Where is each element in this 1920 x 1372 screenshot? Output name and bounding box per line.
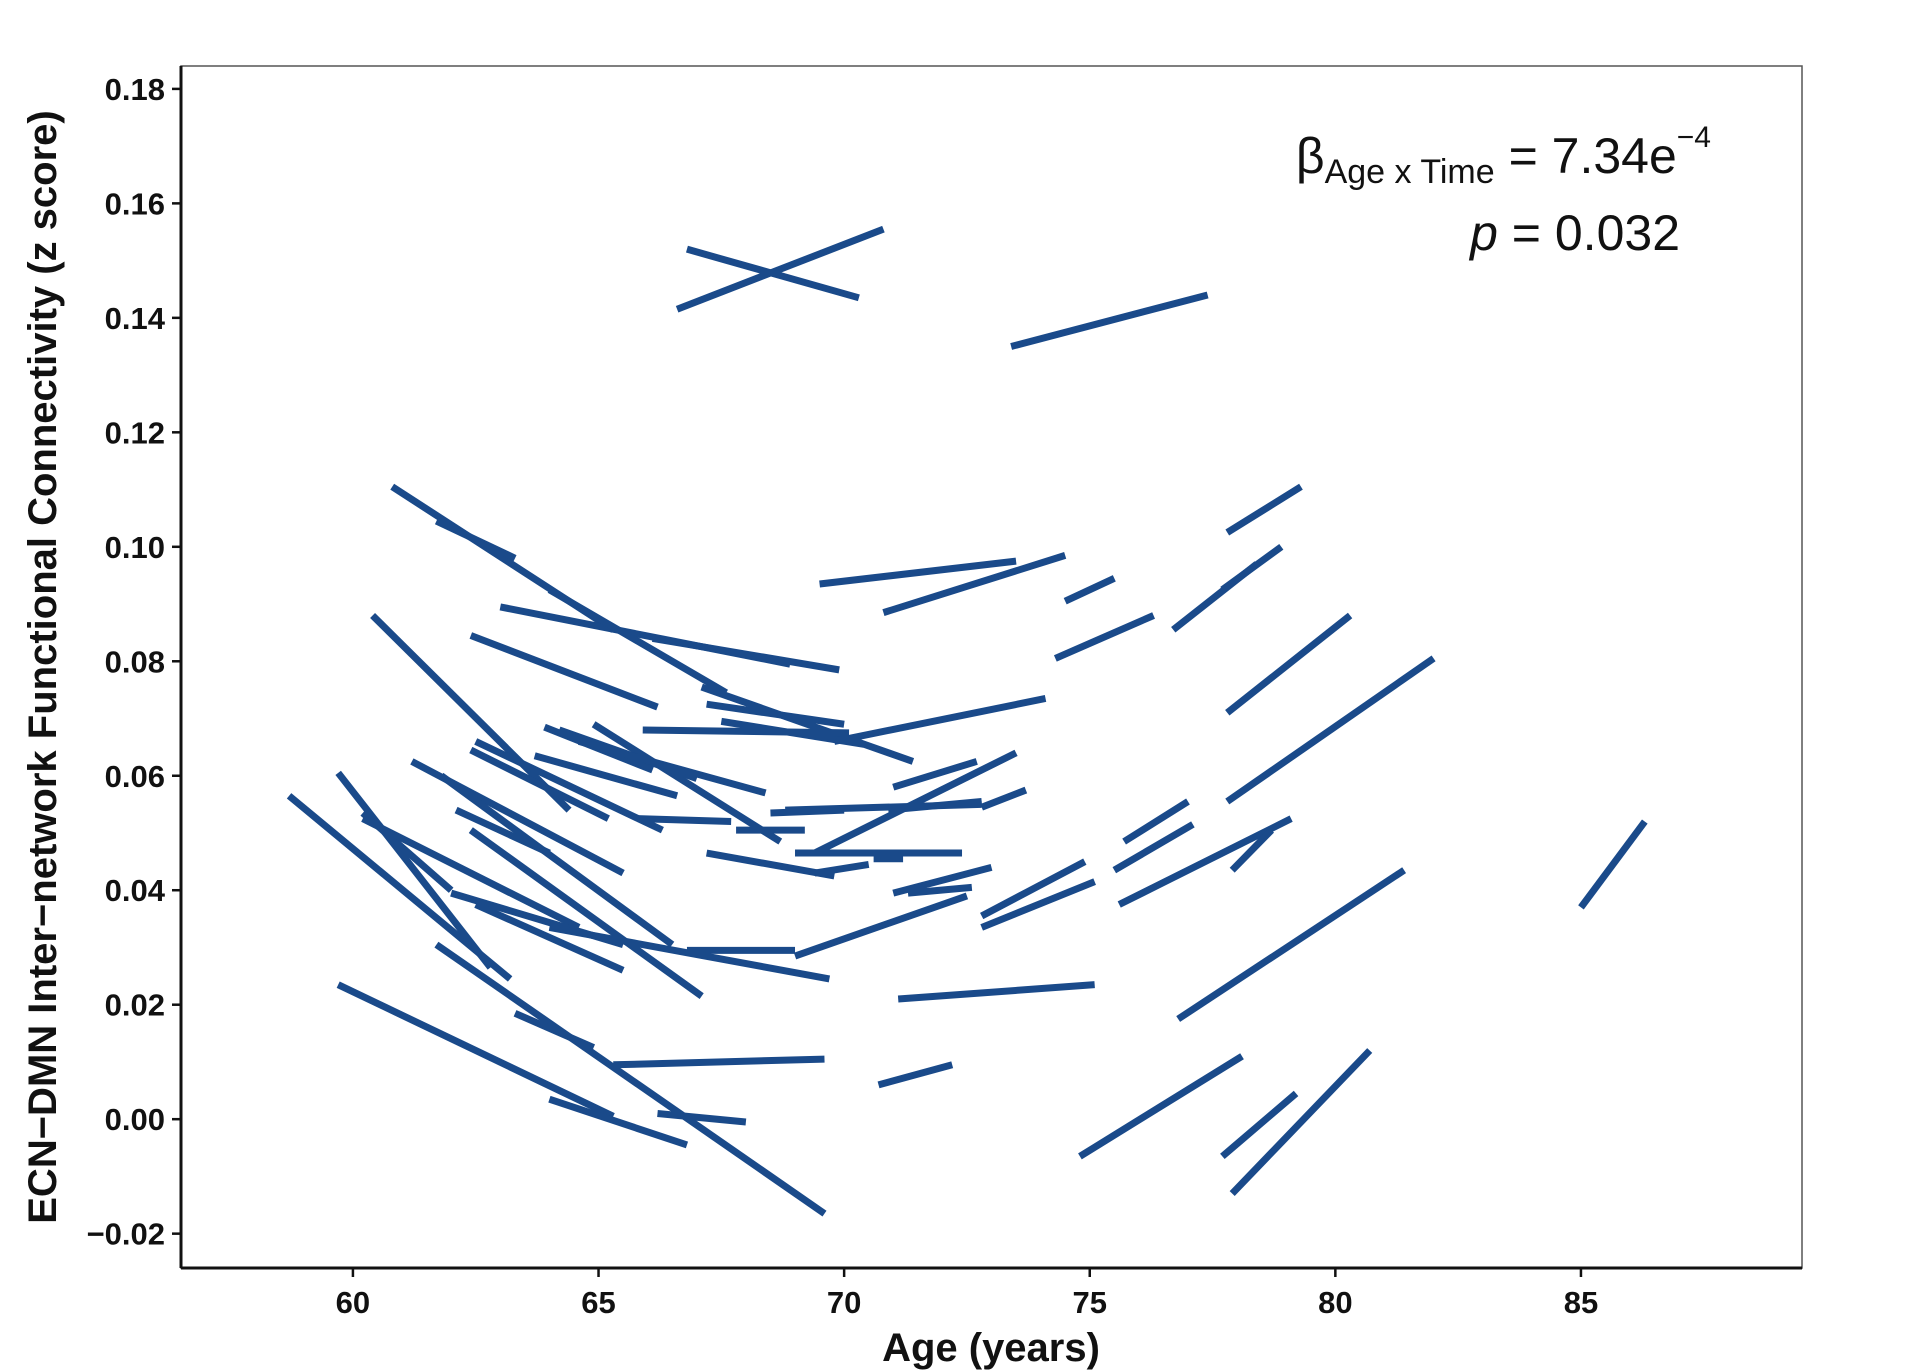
trajectory-segment xyxy=(1122,798,1190,845)
trajectory-segment xyxy=(336,981,615,1120)
y-tick-label: 0.08 xyxy=(105,644,165,679)
trajectory-segment xyxy=(706,700,845,728)
trajectory-segment xyxy=(1117,815,1293,908)
trajectory-segment xyxy=(793,892,969,960)
trajectory-segment xyxy=(613,1055,825,1069)
beta-subscript: Age x Time xyxy=(1325,153,1495,191)
trajectory-segment xyxy=(474,738,664,834)
trajectory-segment xyxy=(980,858,1087,920)
trajectory-segment xyxy=(1225,483,1303,536)
x-tick-label: 75 xyxy=(1073,1285,1107,1320)
trajectory-segment xyxy=(770,806,845,817)
trajectory-segment xyxy=(1063,575,1116,605)
trajectory-segment xyxy=(642,726,850,737)
trajectory-segment xyxy=(637,815,732,826)
trajectory-segment xyxy=(533,752,679,800)
y-tick-label: 0.18 xyxy=(105,72,165,107)
trajectory-segment xyxy=(468,827,704,999)
trajectory-segment xyxy=(685,245,860,302)
trajectory-segment xyxy=(361,815,581,931)
trajectory-segment xyxy=(469,746,610,822)
trajectory-segment xyxy=(907,883,973,897)
trajectory-segment xyxy=(1010,291,1209,350)
trajectory-segment xyxy=(892,758,978,791)
x-axis-title: Age (years) xyxy=(882,1326,1100,1370)
y-tick-label: 0.16 xyxy=(105,186,165,221)
trajectory-segment xyxy=(980,878,1096,931)
trajectory-segment xyxy=(591,721,783,845)
p-symbol: p xyxy=(1468,205,1498,261)
x-tick-label: 85 xyxy=(1564,1285,1598,1320)
y-axis-title: ECN−DMN Inter−network Functional Connect… xyxy=(21,110,65,1224)
x-tick-label: 65 xyxy=(581,1285,615,1320)
trajectory-segment xyxy=(1112,821,1195,874)
trajectory-segment xyxy=(897,981,1095,1003)
p-value: = 0.032 xyxy=(1498,205,1680,261)
x-axis-ticks: 60 65 70 75 80 85 xyxy=(336,1268,1598,1320)
trajectory-segment xyxy=(434,517,517,562)
beta-exponent: −4 xyxy=(1677,121,1711,154)
trajectory-segment xyxy=(1078,1053,1244,1160)
trajectory-segment xyxy=(814,861,870,877)
trajectory-segment xyxy=(882,552,1067,616)
trajectory-segment xyxy=(675,225,885,313)
trajectory-segment xyxy=(1225,612,1353,716)
beta-value: = 7.34e xyxy=(1495,128,1677,184)
x-tick-label: 60 xyxy=(336,1285,370,1320)
trajectory-segment xyxy=(705,849,835,880)
trajectory-segment xyxy=(1225,655,1436,805)
y-tick-label: 0.00 xyxy=(105,1102,165,1137)
trajectory-segment xyxy=(877,1061,954,1089)
trajectory-segment xyxy=(548,1095,689,1149)
trajectory-segment xyxy=(434,941,827,1217)
subject-trajectories xyxy=(286,225,1648,1217)
trajectory-segment xyxy=(1578,819,1648,910)
trajectory-segment xyxy=(370,612,572,813)
beta-symbol: β xyxy=(1296,128,1325,184)
trajectory-segment xyxy=(657,1109,747,1126)
trajectory-segment xyxy=(700,683,915,765)
y-tick-label: −0.02 xyxy=(87,1217,165,1252)
trajectory-segment xyxy=(892,863,993,897)
trajectory-segment xyxy=(1229,827,1274,873)
trajectory-segment xyxy=(548,923,831,983)
trajectory-segment xyxy=(833,695,1047,745)
trajectory-segment xyxy=(980,786,1028,811)
trajectory-segment xyxy=(547,586,729,696)
trajectory-segment xyxy=(651,634,840,674)
trajectory-segment xyxy=(474,901,625,974)
trajectory-segment xyxy=(1220,1090,1299,1160)
svg-text:p = 0.032: p = 0.032 xyxy=(1468,205,1680,261)
trajectory-segment xyxy=(819,557,1017,588)
trajectory-segment xyxy=(513,1010,596,1051)
trajectory-segment xyxy=(1229,1048,1373,1197)
y-tick-label: 0.12 xyxy=(105,415,165,450)
trajectory-segment xyxy=(1053,612,1156,662)
trajectory-segment xyxy=(577,738,767,797)
x-tick-label: 70 xyxy=(827,1285,861,1320)
y-axis-ticks: −0.02 0.00 0.02 0.04 0.06 0.08 0.10 0.12 0.14 0.1… xyxy=(87,72,181,1252)
trajectory-segment xyxy=(335,770,494,970)
x-tick-label: 80 xyxy=(1318,1285,1352,1320)
y-tick-label: 0.06 xyxy=(105,759,165,794)
trajectory-segment xyxy=(439,772,675,948)
trajectory-segment xyxy=(1171,561,1259,633)
annotation: βAge x Time = 7.34e−4 p = 0.032 xyxy=(1296,121,1711,261)
svg-text:βAge x Time = 7.34e−4: βAge x Time = 7.34e−4 xyxy=(1296,121,1711,191)
trajectory-segment xyxy=(1176,867,1407,1022)
y-tick-label: 0.02 xyxy=(105,988,165,1023)
y-tick-label: 0.14 xyxy=(105,301,166,336)
trajectory-segment xyxy=(469,632,659,711)
y-tick-label: 0.04 xyxy=(105,873,166,908)
y-tick-label: 0.10 xyxy=(105,530,165,565)
trajectory-segment xyxy=(454,806,551,857)
